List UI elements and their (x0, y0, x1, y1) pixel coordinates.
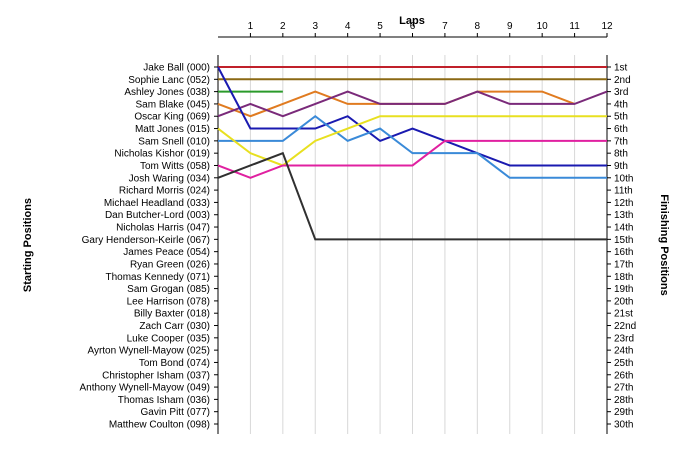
driver-label: Zach Carr (030) (139, 321, 210, 332)
driver-label: Tom Witts (058) (140, 161, 210, 172)
driver-label: Oscar King (069) (134, 112, 210, 123)
driver-label: Matthew Coulton (098) (109, 420, 210, 431)
finishing-labels: 1st2nd3rd4th5th6th7th8th9th10th11th12th1… (614, 63, 636, 431)
finishing-label: 4th (614, 99, 628, 110)
driver-label: Nicholas Harris (047) (116, 223, 210, 234)
finishing-label: 30th (614, 420, 633, 431)
finishing-label: 17th (614, 259, 633, 270)
finishing-label: 16th (614, 247, 633, 258)
driver-label: Dan Butcher-Lord (003) (105, 210, 210, 221)
finishing-label: 25th (614, 358, 633, 369)
finishing-label: 5th (614, 112, 628, 123)
x-tick-label: 9 (507, 21, 513, 32)
series-line-6 (217, 66, 607, 167)
driver-label: Michael Headland (033) (104, 198, 210, 209)
finishing-label: 20th (614, 296, 633, 307)
x-tick-label: 3 (312, 21, 318, 32)
finishing-label: 18th (614, 272, 633, 283)
driver-label: Ryan Green (026) (130, 259, 210, 270)
finishing-label: 13th (614, 210, 633, 221)
x-tick-label: 2 (280, 21, 286, 32)
driver-label: Lee Harrison (078) (127, 296, 210, 307)
finishing-label: 26th (614, 370, 633, 381)
driver-label: Tom Bond (074) (139, 358, 210, 369)
driver-label: Ayrton Wynell-Mayow (025) (87, 346, 210, 357)
y-left-axis-title: Starting Positions (22, 198, 34, 292)
series-line-7 (218, 114, 607, 179)
driver-label: Sam Blake (045) (136, 99, 210, 110)
driver-label: Billy Baxter (018) (134, 309, 210, 320)
finishing-label: 9th (614, 161, 628, 172)
finishing-label: 28th (614, 395, 633, 406)
x-tick-label: 8 (475, 21, 481, 32)
finishing-label: 10th (614, 173, 633, 184)
driver-label: Luke Cooper (035) (127, 333, 210, 344)
driver-label: Josh Waring (034) (129, 173, 210, 184)
x-axis-title: Laps (399, 15, 425, 27)
x-tick-label: 11 (569, 21, 580, 32)
x-tick-label: 7 (442, 21, 448, 32)
finishing-label: 21st (614, 309, 633, 320)
driver-label: James Peace (054) (123, 247, 210, 258)
finishing-label: 22nd (614, 321, 636, 332)
driver-label: Jake Ball (000) (143, 63, 210, 74)
driver-label: Sophie Lanc (052) (128, 75, 210, 86)
series-line-5 (217, 90, 608, 118)
finishing-label: 12th (614, 198, 633, 209)
finishing-label: 24th (614, 346, 633, 357)
series-line-9 (217, 139, 607, 179)
finishing-label: 19th (614, 284, 633, 295)
driver-label: Sam Grogan (085) (127, 284, 210, 295)
finishing-label: 15th (614, 235, 633, 246)
x-tick-label: 1 (248, 21, 254, 32)
driver-label: Gary Henderson-Keirle (067) (82, 235, 210, 246)
x-tick-label: 4 (345, 21, 351, 32)
finishing-label: 14th (614, 223, 633, 234)
driver-label: Christopher Isham (037) (102, 370, 210, 381)
driver-label: Richard Morris (024) (119, 186, 210, 197)
finishing-label: 2nd (614, 75, 631, 86)
x-tick-label: 5 (377, 21, 383, 32)
finishing-label: 6th (614, 124, 628, 135)
axes (214, 33, 611, 434)
driver-label: Thomas Isham (036) (118, 395, 210, 406)
grid (249, 55, 608, 434)
driver-label: Matt Jones (015) (135, 124, 210, 135)
driver-label: Thomas Kennedy (071) (105, 272, 210, 283)
driver-label: Anthony Wynell-Mayow (049) (79, 383, 210, 394)
finishing-label: 29th (614, 407, 633, 418)
finishing-label: 27th (614, 383, 633, 394)
driver-labels: Jake Ball (000)Sophie Lanc (052)Ashley J… (79, 63, 210, 431)
driver-label: Ashley Jones (038) (124, 87, 210, 98)
driver-label: Sam Snell (010) (138, 136, 210, 147)
finishing-label: 3rd (614, 87, 628, 98)
driver-label: Gavin Pitt (077) (141, 407, 210, 418)
y-right-axis-title: Finishing Positions (658, 194, 670, 295)
finishing-label: 8th (614, 149, 628, 160)
finishing-label: 11th (614, 186, 633, 197)
x-tick-label: 10 (537, 21, 549, 32)
finishing-label: 23rd (614, 333, 634, 344)
series-layer (217, 66, 608, 241)
x-tick-labels: 1 2 3 4 5 6 7 8 9 10 11 12 (248, 21, 613, 32)
finishing-label: 1st (614, 63, 628, 74)
finishing-label: 7th (614, 136, 628, 147)
series-line-10 (217, 151, 607, 241)
driver-label: Nicholas Kishor (019) (114, 149, 210, 160)
x-tick-label: 12 (601, 21, 613, 32)
x-tick-label: 6 (410, 21, 416, 32)
